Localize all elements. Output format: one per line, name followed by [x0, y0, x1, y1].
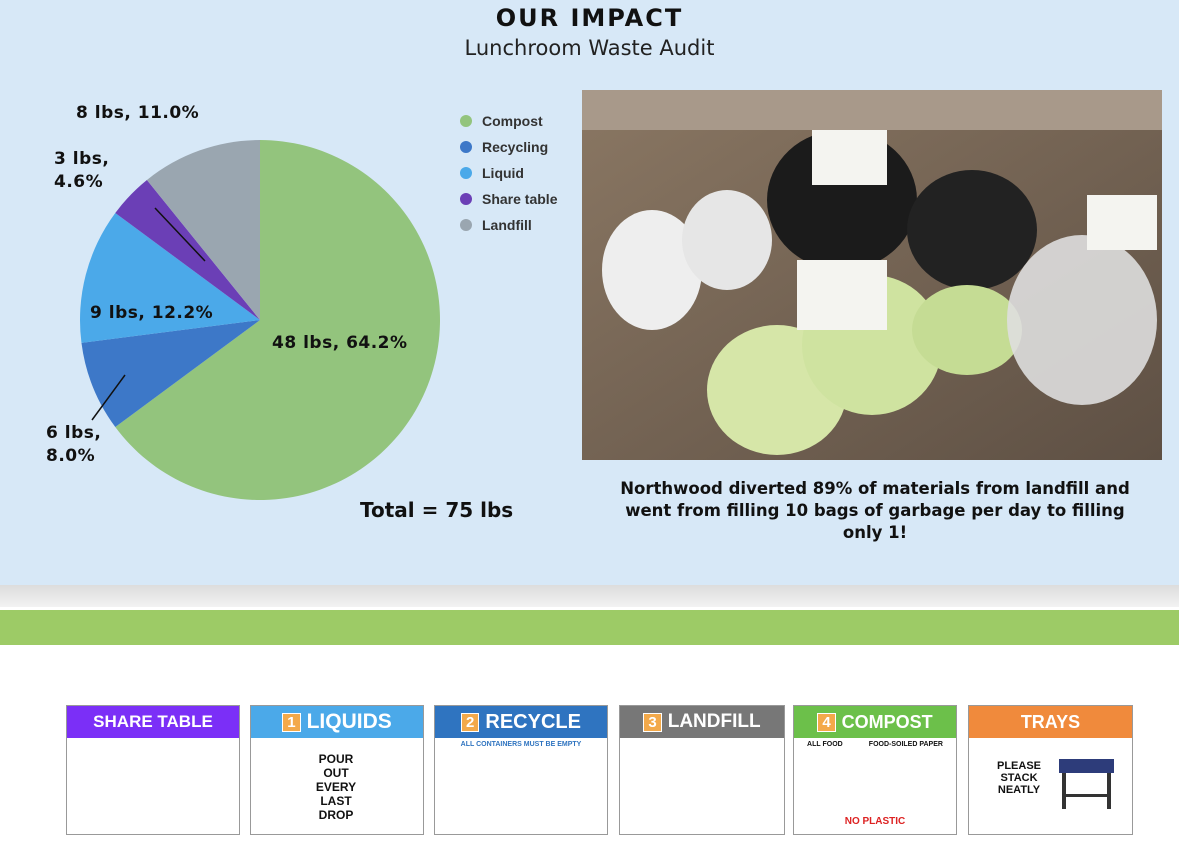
- legend-swatch: [460, 219, 472, 231]
- subtitle: Lunchroom Waste Audit: [464, 36, 715, 60]
- sign: 3 LANDFILL: [619, 705, 785, 835]
- leader-line: [154, 207, 206, 262]
- sign-title: TRAYS: [1020, 711, 1081, 732]
- sign: 4 COMPOST ALL FOOD FOOD-SOILED PAPER NO P…: [793, 705, 957, 835]
- sign-header: 3 LANDFILL: [620, 706, 784, 738]
- green-band: [0, 610, 1179, 645]
- sign-number: 1: [282, 712, 301, 732]
- sign-number: 4: [817, 712, 836, 732]
- value-label: 6 lbs, 8.0%: [46, 423, 102, 466]
- divider: [0, 585, 1179, 607]
- pie-slice: [81, 320, 261, 428]
- value-label: 8 lbs, 11.0%: [76, 103, 200, 123]
- sign-title: LANDFILL: [667, 711, 761, 732]
- pie-slice: [115, 179, 260, 320]
- title: OUR IMPACT: [495, 4, 684, 32]
- sign: 1 LIQUIDS POUR OUT EVERY LAST DROP: [250, 705, 424, 835]
- sign-title: RECYCLE: [485, 710, 581, 733]
- sign-text: POUR OUT EVERY LAST DROP: [315, 752, 357, 822]
- value-label: 3 lbs, 4.6%: [54, 149, 110, 192]
- pie-slice: [79, 212, 260, 343]
- legend-label: Liquid: [482, 165, 524, 181]
- sign-number: 3: [643, 712, 662, 732]
- legend-label: Landfill: [482, 217, 532, 233]
- caption: Northwood diverted 89% of materials from…: [620, 479, 1130, 542]
- sign-title: SHARE TABLE: [93, 712, 213, 731]
- sign-header: SHARE TABLE: [67, 706, 239, 738]
- legend-swatch: [460, 141, 472, 153]
- sign: 2 RECYCLE ALL CONTAINERS MUST BE EMPTY: [434, 705, 608, 835]
- sign-header: 2 RECYCLE: [435, 706, 607, 738]
- sign-title: COMPOST: [841, 711, 933, 732]
- legend-label: Recycling: [482, 139, 548, 155]
- sign-title: LIQUIDS: [306, 710, 392, 733]
- tray-cart-icon: [1059, 759, 1114, 809]
- pie-slice: [146, 140, 260, 320]
- legend-swatch: [460, 115, 472, 127]
- sign-footer: NO PLASTIC: [844, 816, 906, 827]
- total-label: Total = 75 lbs: [360, 498, 514, 522]
- value-label: 9 lbs, 12.2%: [90, 303, 214, 323]
- sign-header: 1 LIQUIDS: [251, 706, 423, 738]
- sign-number: 2: [461, 712, 480, 732]
- value-label: 48 lbs, 64.2%: [272, 333, 408, 353]
- pie-chart: Compost Recycling Liquid Share table Landfil…: [79, 113, 558, 500]
- legend-label: Share table: [482, 191, 558, 207]
- legend-label: Compost: [482, 113, 543, 129]
- sign-text: ALL CONTAINERS MUST BE EMPTY: [460, 741, 582, 748]
- legend-swatch: [460, 193, 472, 205]
- sign-text: ALL FOOD: [807, 741, 843, 748]
- legend-swatch: [460, 167, 472, 179]
- pie-slice: [115, 140, 440, 500]
- sign-text: FOOD-SOILED PAPER: [868, 741, 943, 748]
- leader-line: [91, 374, 126, 421]
- sign: SHARE TABLE: [66, 705, 240, 835]
- photo: [582, 90, 1162, 460]
- sign-header: TRAYS: [969, 706, 1132, 738]
- sign-text: PLEASE STACK NEATLY: [996, 760, 1041, 796]
- sign-header: 4 COMPOST: [794, 706, 956, 738]
- sign: TRAYS PLEASE STACK NEATLY: [968, 705, 1133, 835]
